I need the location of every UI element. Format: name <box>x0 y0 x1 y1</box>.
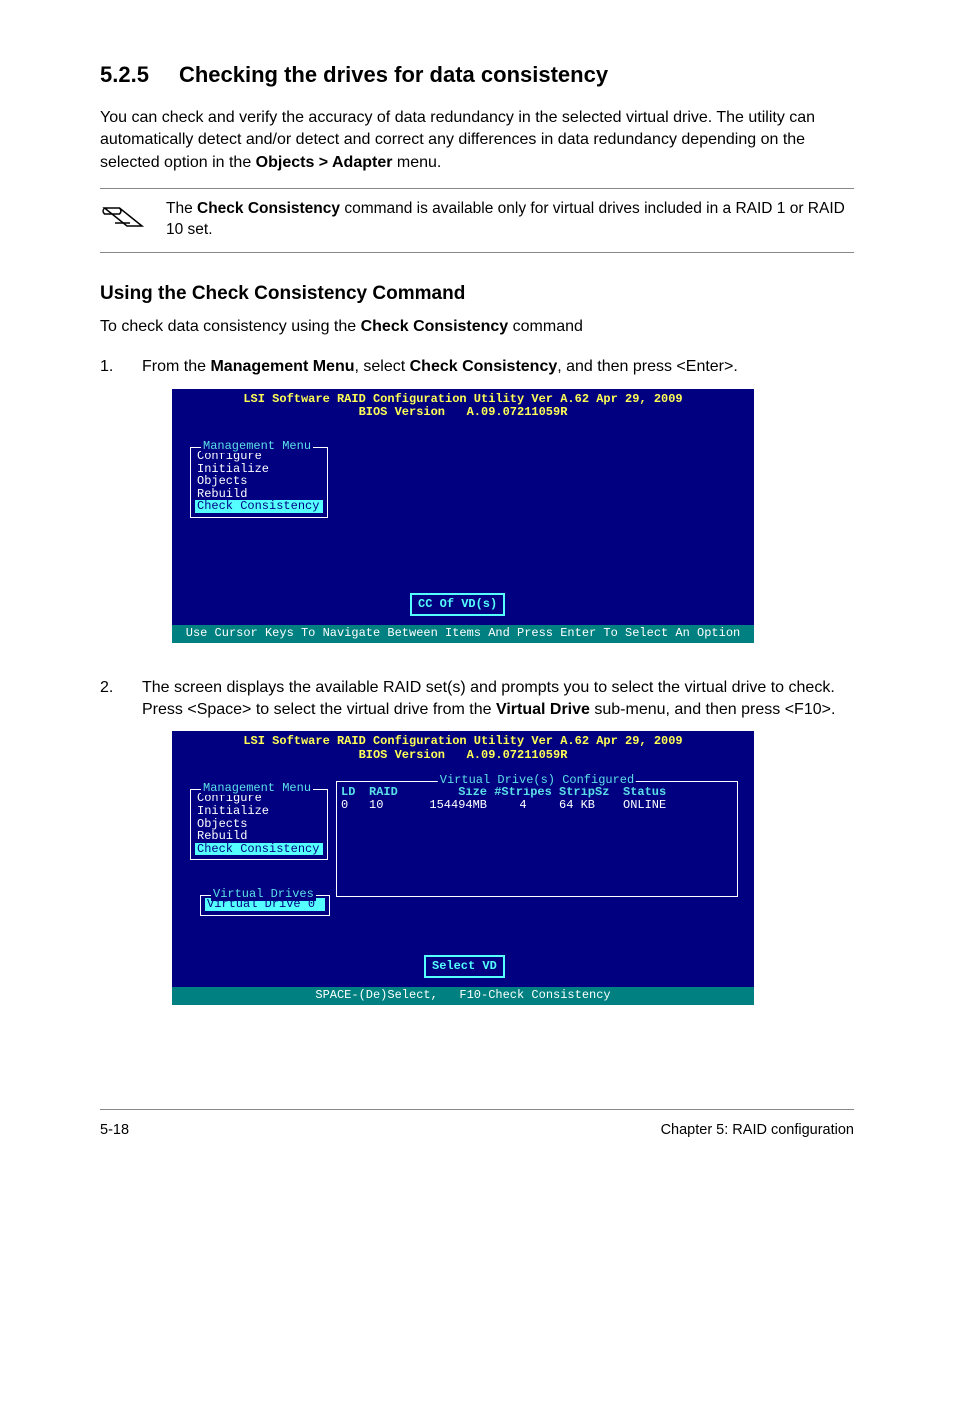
section-heading: 5.2.5 Checking the drives for data consis… <box>100 60 854 91</box>
vd-header-row: LD RAID Size #Stripes StripSz Status <box>337 786 737 799</box>
bios-screenshot-2: LSI Software RAID Configuration Utility … <box>172 731 854 1005</box>
intro-text-a: You can check and verify the accuracy of… <box>100 109 815 171</box>
bios2-mainarea: Management Menu Configure Initialize Obj… <box>172 771 754 987</box>
management-menu-panel: Management Menu Configure Initialize Obj… <box>190 447 328 518</box>
vd-cell-stripes: 4 <box>487 799 559 812</box>
management-menu-panel-2: Management Menu Configure Initialize Obj… <box>190 789 328 860</box>
note-icon <box>100 199 148 242</box>
virtual-drives-panel: Virtual Drives Virtual Drive 0 <box>200 895 330 916</box>
note-text-a: The <box>166 200 197 217</box>
sub-heading: Using the Check Consistency Command <box>100 281 854 308</box>
step-2-number: 2. <box>100 677 142 1030</box>
lead-in-a: To check data consistency using the <box>100 318 361 335</box>
step-1-b: Management Menu <box>210 358 354 375</box>
menu-item-check-consistency[interactable]: Check Consistency <box>195 500 323 513</box>
steps-list: 1. From the Management Menu, select Chec… <box>100 356 854 1029</box>
management-menu-title-2: Management Menu <box>201 782 313 795</box>
management-menu-title: Management Menu <box>201 440 313 453</box>
virtual-drives-title: Virtual Drives <box>211 888 316 901</box>
section-number: 5.2.5 <box>100 60 149 91</box>
intro-paragraph: You can check and verify the accuracy of… <box>100 107 854 174</box>
bios2-statusbar: SPACE-(De)Select, F10-Check Consistency <box>172 987 754 1005</box>
bios-screen-1: LSI Software RAID Configuration Utility … <box>172 389 754 643</box>
menu2-item-check-consistency[interactable]: Check Consistency <box>195 843 323 856</box>
step-1-e: , and then press <Enter>. <box>557 358 738 375</box>
note-text: The Check Consistency command is availab… <box>166 199 854 241</box>
lead-in-b: Check Consistency <box>361 318 509 335</box>
step-1-body: From the Management Menu, select Check C… <box>142 356 854 666</box>
page-footer: 5-18 Chapter 5: RAID configuration <box>100 1109 854 1140</box>
step-2: 2. The screen displays the available RAI… <box>100 677 854 1030</box>
step-1-d: Check Consistency <box>410 358 558 375</box>
bios1-center-box: CC Of VD(s) <box>410 593 505 616</box>
section-title: Checking the drives for data consistency <box>179 62 608 87</box>
note-text-b: Check Consistency <box>197 200 340 217</box>
vd-cell-raid: 10 <box>369 799 411 812</box>
lead-in-c: command <box>508 318 583 335</box>
step-1-c: , select <box>354 358 409 375</box>
bios2-center-box: Select VD <box>424 955 505 978</box>
menu2-item-initialize[interactable]: Initialize <box>195 805 323 818</box>
step-1-a: From the <box>142 358 210 375</box>
step-2-body: The screen displays the available RAID s… <box>142 677 854 1030</box>
vd-cell-size: 154494MB <box>411 799 487 812</box>
step-1: 1. From the Management Menu, select Chec… <box>100 356 854 666</box>
footer-page-number: 5-18 <box>100 1120 129 1140</box>
vd-data-row: 0 10 154494MB 4 64 KB ONLINE <box>337 799 737 812</box>
bios1-mainarea: Management Menu Configure Initialize Obj… <box>172 429 754 625</box>
step-2-b: Virtual Drive <box>496 701 590 718</box>
intro-text-c: menu. <box>392 154 441 171</box>
bios2-title2: BIOS Version A.09.07211059R <box>172 749 754 772</box>
bios1-title1: LSI Software RAID Configuration Utility … <box>172 389 754 407</box>
vd-cell-ld: 0 <box>341 799 369 812</box>
step-2-c: sub-menu, and then press <F10>. <box>590 701 835 718</box>
step-1-number: 1. <box>100 356 142 666</box>
note-callout: The Check Consistency command is availab… <box>100 188 854 253</box>
lead-in-text: To check data consistency using the Chec… <box>100 316 854 338</box>
bios1-statusbar: Use Cursor Keys To Navigate Between Item… <box>172 625 754 643</box>
vd-configured-panel: Virtual Drive(s) Configured LD RAID Size… <box>336 781 738 897</box>
bios-screenshot-1: LSI Software RAID Configuration Utility … <box>172 389 854 643</box>
menu2-item-rebuild[interactable]: Rebuild <box>195 830 323 843</box>
bios-screen-2: LSI Software RAID Configuration Utility … <box>172 731 754 1005</box>
menu-item-objects[interactable]: Objects <box>195 475 323 488</box>
intro-bold: Objects > Adapter <box>256 154 393 171</box>
footer-chapter: Chapter 5: RAID configuration <box>661 1120 854 1140</box>
vd-cell-stripsz: 64 KB <box>559 799 623 812</box>
vd-cell-status: ONLINE <box>623 799 681 812</box>
bios1-title2: BIOS Version A.09.07211059R <box>172 406 754 429</box>
vd-configured-title: Virtual Drive(s) Configured <box>438 774 636 787</box>
bios2-title1: LSI Software RAID Configuration Utility … <box>172 731 754 749</box>
